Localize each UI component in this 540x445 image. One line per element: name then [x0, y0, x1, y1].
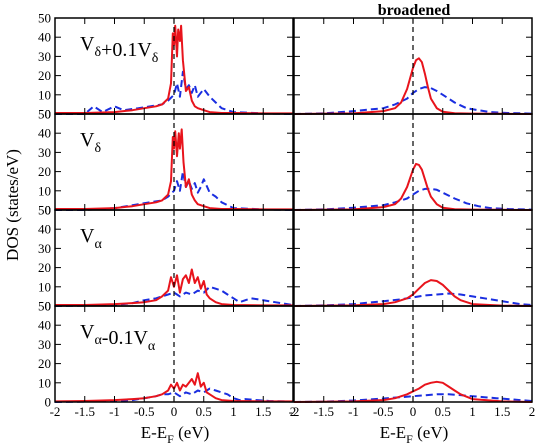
- y-axis-label: DOS (states/eV): [3, 149, 22, 261]
- label-subscript: α: [94, 237, 102, 252]
- panel-label: Vα: [80, 225, 102, 252]
- panel-label: Vα-0.1Vα: [80, 321, 156, 354]
- x-axis-label-right: E-EF (eV): [380, 423, 449, 445]
- x-tick-label: 0: [410, 404, 417, 419]
- panel-r0-c1: [293, 17, 533, 115]
- y-tick-label: 40: [38, 222, 51, 237]
- x-tick-label: -0.5: [134, 404, 155, 419]
- dashed-curve: [293, 393, 533, 403]
- y-tick-label: 0: [45, 203, 52, 218]
- x-tick-label: -2: [289, 404, 300, 419]
- panel-r2-c1: [293, 209, 533, 307]
- label-text: -0.1V: [102, 327, 149, 349]
- y-tick-label: 10: [38, 279, 51, 294]
- y-tick-label: 50: [38, 299, 51, 314]
- x-tick-label: 0.5: [435, 404, 451, 419]
- x-tick-label: -1.5: [74, 404, 95, 419]
- x-tick-label: 1: [469, 404, 476, 419]
- column-title-broadened: broadened: [378, 2, 451, 19]
- panel-r3-c0: 0 10 20 30 40 50: [38, 299, 294, 410]
- label-text: V: [80, 321, 95, 343]
- label-text: V: [80, 33, 95, 55]
- y-tick-label: 20: [38, 356, 51, 371]
- solid-curve: [55, 24, 293, 115]
- panel-label: Vδ+0.1Vδ: [80, 33, 159, 66]
- panel-r2-c0: 0 10 20 30 40 50: [38, 203, 294, 314]
- label-subscript: α: [94, 333, 102, 348]
- dashed-curve: [54, 285, 294, 307]
- label-subscript: δ: [94, 45, 101, 60]
- x-tick-label: 0: [171, 404, 178, 419]
- y-tick-label: 50: [38, 11, 51, 26]
- solid-curve: [54, 372, 293, 403]
- dashed-curve: [293, 86, 533, 115]
- y-tick-label: 50: [38, 203, 51, 218]
- panel-r1-c0: 0 10 20 30 40 50: [38, 107, 294, 218]
- label-text: V: [80, 129, 95, 151]
- solid-curve: [293, 162, 533, 211]
- solid-curve: [293, 57, 533, 115]
- panel-r3-c1: [293, 305, 533, 403]
- panel-label: Vδ: [80, 129, 101, 156]
- solid-curve: [55, 128, 293, 211]
- label-subscript: α: [148, 339, 156, 354]
- solid-curve: [293, 380, 533, 403]
- panel-r1-c1: [293, 113, 533, 211]
- y-tick-label: 30: [38, 337, 51, 352]
- y-tick-label: 0: [45, 107, 52, 122]
- dashed-curve: [55, 70, 294, 115]
- x-tick-label: -0.5: [373, 404, 394, 419]
- label-subscript: δ: [152, 51, 159, 66]
- x-tick-label: 1: [230, 404, 237, 419]
- y-tick-label: 10: [38, 87, 51, 102]
- solid-curve: [293, 279, 533, 307]
- x-axis-label-left: E-EF (eV): [141, 423, 210, 445]
- y-tick-label: 30: [38, 49, 51, 64]
- x-tick-label: -2: [50, 404, 61, 419]
- x-tick-label: -1: [109, 404, 120, 419]
- y-tick-label: 30: [38, 145, 51, 160]
- panel-r0-c0: 0 10 20 30 40 50: [38, 11, 294, 122]
- x-tick-label: 0.5: [196, 404, 212, 419]
- x-tick-label: 1.5: [494, 404, 510, 419]
- label-text: +0.1V: [101, 39, 152, 61]
- x-tick-label: 2: [290, 404, 297, 419]
- label-text: V: [80, 225, 95, 247]
- y-tick-label: 10: [38, 375, 51, 390]
- y-tick-label: 10: [38, 183, 51, 198]
- y-tick-label: 40: [38, 126, 51, 141]
- x-tick-label: -1: [348, 404, 359, 419]
- y-tick-label: 40: [38, 30, 51, 45]
- x-tick-label: -1.5: [313, 404, 334, 419]
- y-tick-label: 0: [45, 395, 52, 410]
- y-tick-label: 20: [38, 68, 51, 83]
- solid-curve: [55, 268, 293, 307]
- y-tick-label: 40: [38, 318, 51, 333]
- y-tick-label: 20: [38, 260, 51, 275]
- x-tick-label: 2: [529, 404, 536, 419]
- x-tick-label: 1.5: [255, 404, 271, 419]
- y-tick-label: 0: [45, 299, 52, 314]
- y-tick-label: 50: [38, 107, 51, 122]
- panel-grid: 01020304050Vδ+0.1Vδ01020304050Vδ01020304…: [38, 11, 535, 420]
- y-tick-label: 30: [38, 241, 51, 256]
- label-subscript: δ: [94, 141, 101, 156]
- y-tick-label: 20: [38, 164, 51, 179]
